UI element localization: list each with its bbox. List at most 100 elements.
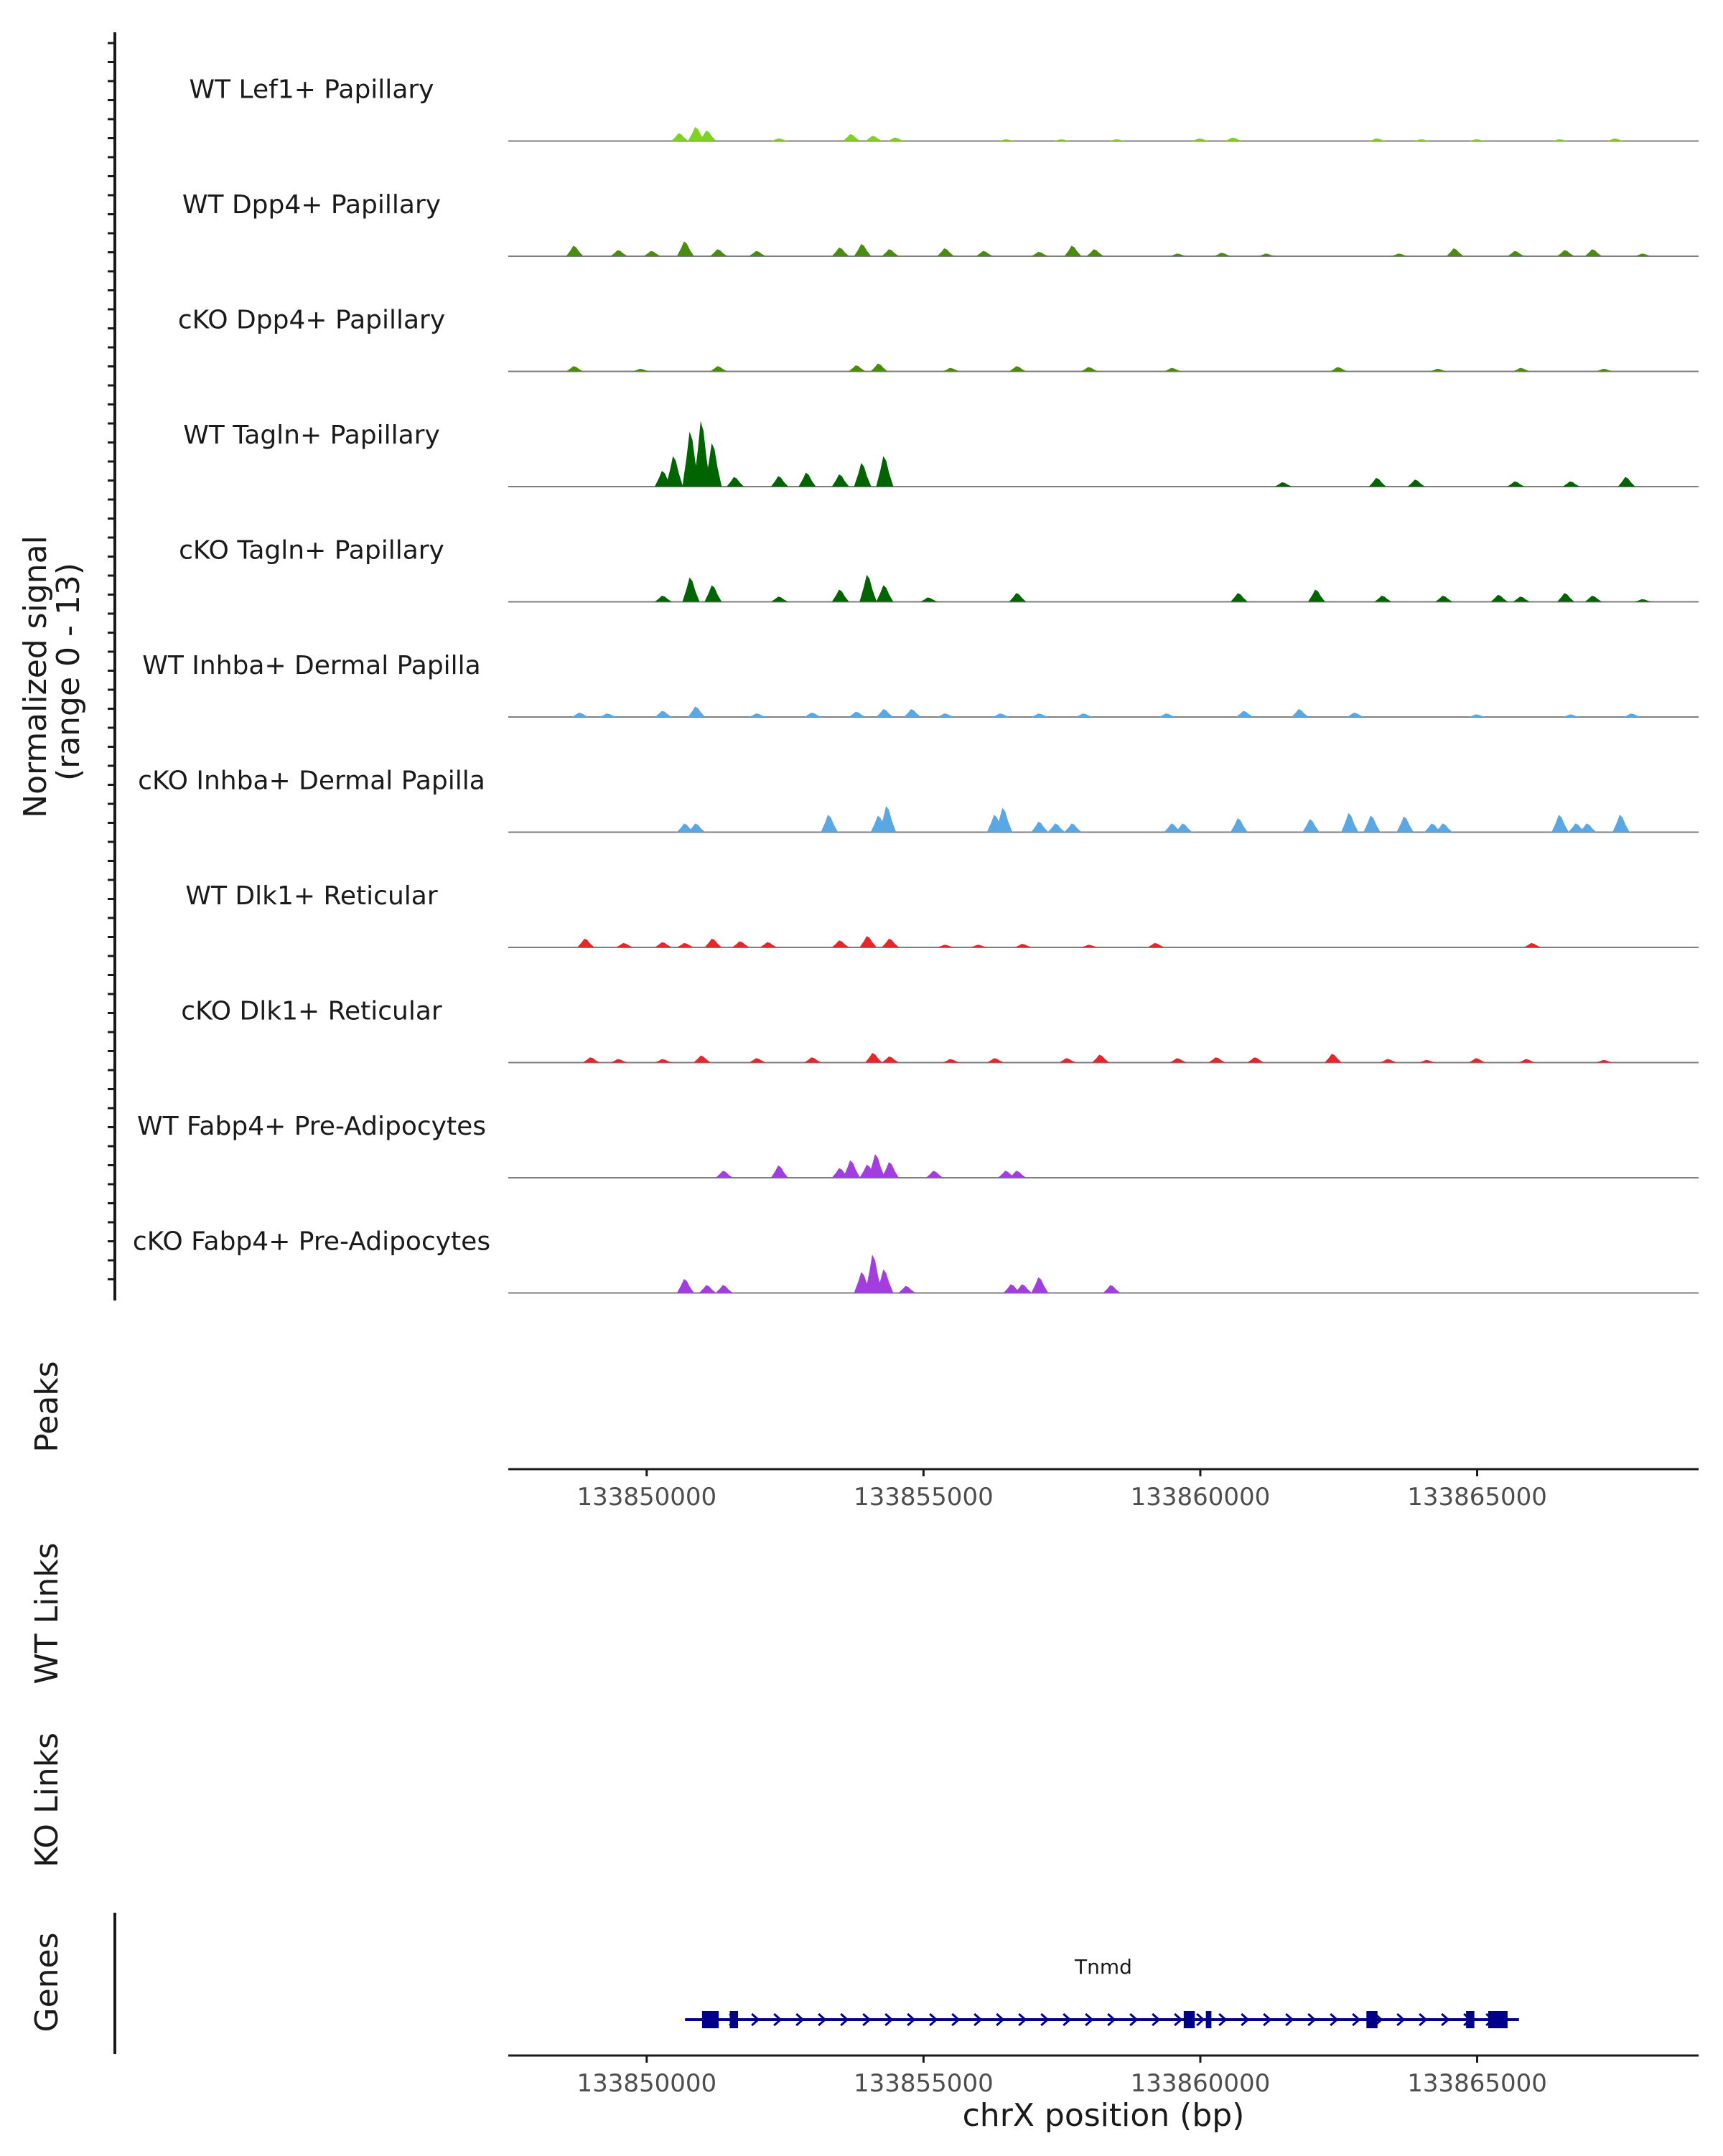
signal-peak [859, 574, 877, 602]
strand-arrow [1152, 2012, 1161, 2027]
x-axis-bottom: 133850000 133855000 133860000 133865000 [508, 2054, 1699, 2098]
strand-arrow [795, 2012, 805, 2027]
signal-peak [1513, 596, 1531, 602]
gene-exon [1488, 2011, 1508, 2028]
signal-peak [599, 713, 617, 717]
signal-peak [831, 474, 849, 487]
signal-peak [1363, 815, 1381, 833]
signal-peak [925, 1171, 943, 1178]
signal-peak [770, 476, 788, 487]
signal-peak [688, 127, 706, 141]
signal-peak [1158, 713, 1176, 717]
signal-peak [1513, 367, 1531, 372]
gene-exon [701, 2011, 719, 2028]
signal-peak [1551, 139, 1569, 141]
track-10: cKO Fabp4+ Pre-Adipocytes [133, 1227, 1699, 1294]
signal-peak [1031, 1277, 1049, 1293]
strand-arrow [1085, 2012, 1094, 2027]
signal-peak [1584, 595, 1602, 602]
strand-arrow [1040, 2012, 1050, 2027]
signal-peak [1307, 589, 1325, 602]
signal-peak [1169, 253, 1187, 256]
strand-arrow [1263, 2012, 1272, 2027]
signal-peak [920, 597, 938, 602]
signal-peak [1047, 823, 1065, 833]
signal-peak [942, 1059, 960, 1063]
signal-peak [1556, 250, 1574, 256]
signal-peak [1086, 249, 1104, 256]
strand-arrow [1352, 2012, 1361, 2027]
x-tick-label: 133860000 [1131, 1483, 1271, 1511]
signal-peak [571, 712, 589, 717]
signal-peak [1391, 253, 1409, 256]
gene-exon [1183, 2011, 1195, 2028]
strand-arrow [1129, 2012, 1139, 2027]
x-tick-label: 133850000 [576, 2069, 716, 2098]
signal-peak [843, 1160, 861, 1178]
signal-peak [1507, 481, 1525, 487]
signal-peak [1302, 819, 1320, 833]
strand-arrow [1396, 2012, 1406, 2027]
gene-exon [1366, 2011, 1378, 2028]
strand-arrow [1218, 2012, 1228, 2027]
track-label: WT Inhba+ Dermal Papilla [142, 651, 480, 680]
track-label: cKO Tagln+ Papillary [179, 536, 444, 566]
signal-peak [715, 1285, 733, 1293]
signal-peak [1562, 481, 1580, 487]
signal-peak [676, 823, 694, 833]
signal-peak [804, 1057, 822, 1063]
signal-peak [870, 363, 888, 372]
track-label: cKO Inhba+ Dermal Papilla [138, 767, 485, 796]
signal-peak [1595, 368, 1613, 372]
signal-peak [1424, 823, 1442, 833]
signal-peak [682, 577, 700, 602]
signal-peak [1507, 250, 1525, 256]
track-label: WT Dlk1+ Reticular [185, 881, 437, 911]
track-label: WT Dpp4+ Papillary [182, 190, 441, 220]
signal-peak [1009, 1171, 1027, 1178]
signal-peak [1595, 1059, 1613, 1063]
signal-peak [859, 936, 877, 947]
signal-peak [1009, 593, 1027, 602]
gene-track: Tnmd [685, 1955, 1519, 2028]
signal-peak [1435, 595, 1453, 602]
signal-peak [864, 1053, 882, 1063]
strand-arrow [773, 2012, 783, 2027]
signal-peak [1247, 1057, 1265, 1063]
signal-peak [1064, 245, 1082, 256]
signal-peak [1341, 812, 1359, 833]
signal-peak [986, 1058, 1004, 1063]
signal-peak [1607, 138, 1625, 141]
signal-peak [666, 456, 683, 487]
signal-peak [1368, 477, 1386, 487]
signal-peak [1612, 815, 1630, 833]
signal-peak [882, 249, 900, 256]
x-axis-title: chrX position (bp) [963, 2097, 1245, 2134]
signal-peak [864, 1255, 882, 1293]
signal-peak [903, 709, 921, 717]
track-9: WT Fabp4+ Pre-Adipocytes [137, 1112, 1699, 1178]
signal-peak [610, 1059, 628, 1063]
signal-peak [710, 249, 728, 256]
signal-peak [1053, 139, 1071, 141]
track-5: WT Inhba+ Dermal Papilla [142, 651, 1699, 718]
signal-peak [1446, 248, 1464, 256]
signal-peak [1518, 1059, 1536, 1063]
signal-peak [1014, 1284, 1032, 1293]
signal-peak [1468, 1058, 1486, 1063]
signal-peak [1562, 714, 1580, 717]
signal-peak [1556, 593, 1574, 602]
strand-arrow [929, 2012, 938, 2027]
track-label: WT Lef1+ Papillary [190, 75, 434, 105]
track-8: cKO Dlk1+ Reticular [181, 997, 1699, 1064]
strand-arrow [751, 2012, 760, 2027]
signal-peak [1169, 1058, 1187, 1063]
strand-arrow [1174, 2012, 1183, 2027]
signal-peak [749, 1058, 767, 1063]
signal-peak [1064, 823, 1082, 833]
signal-peak [831, 589, 849, 602]
strand-arrow [973, 2012, 983, 2027]
signal-peak [876, 456, 894, 487]
signal-peak [1435, 823, 1453, 833]
